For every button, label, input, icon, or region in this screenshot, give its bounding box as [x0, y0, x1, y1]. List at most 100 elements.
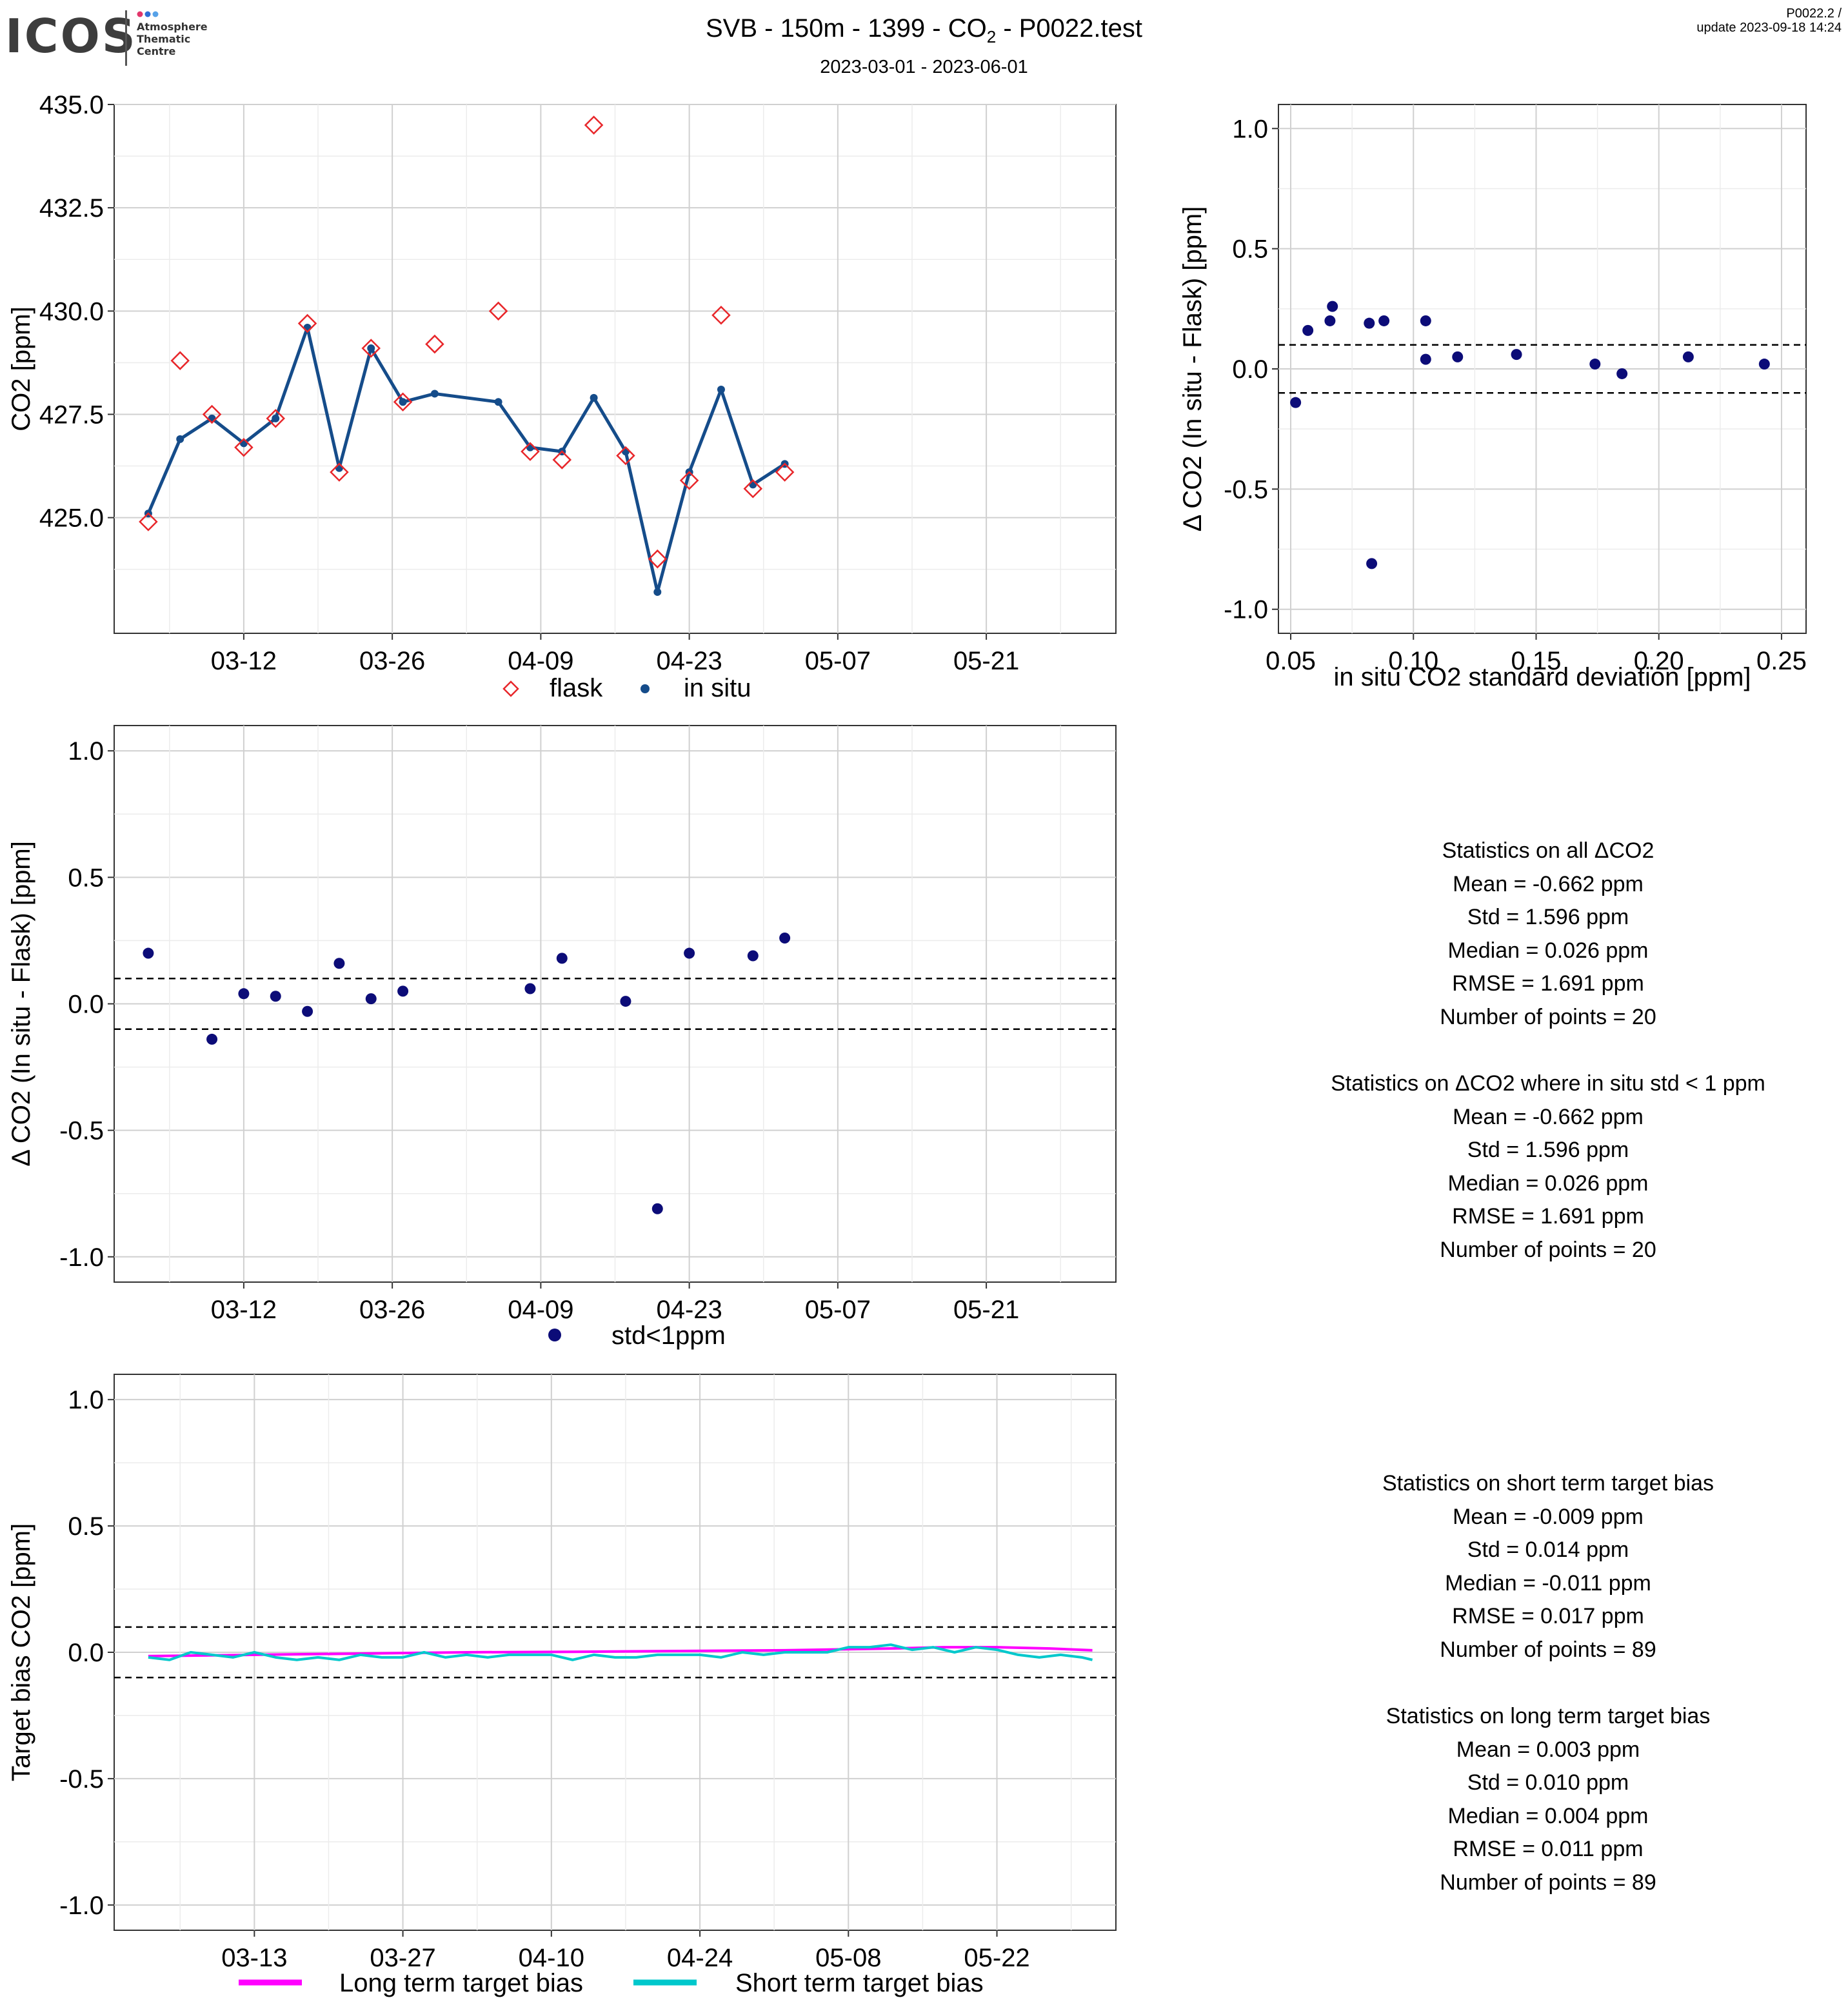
stats-title: Statistics on long term target bias — [1386, 1704, 1711, 1728]
delta-point — [651, 1203, 663, 1214]
logo-dot — [137, 11, 143, 17]
delta-point — [206, 1033, 218, 1045]
insitu-point — [621, 448, 630, 456]
x-tick-label: 0.05 — [1266, 647, 1316, 675]
stats-line: Mean = -0.662 ppm — [1453, 871, 1644, 896]
stats-line: Number of points = 89 — [1440, 1637, 1656, 1662]
x-tick-label: 05-21 — [953, 1296, 1019, 1324]
x-tick-label: 04-23 — [656, 647, 722, 675]
x-tick-label: 0.15 — [1511, 647, 1562, 675]
y-tick-label: -1.0 — [59, 1892, 104, 1920]
x-tick-label: 05-21 — [953, 647, 1019, 675]
stats-line: Std = 1.596 ppm — [1467, 905, 1629, 929]
insitu-point — [494, 398, 502, 406]
flask-marker — [552, 450, 572, 470]
delta-point — [1616, 368, 1628, 379]
insitu-point — [272, 414, 280, 422]
y-axis-label: Δ CO2 (In situ - Flask) [ppm] — [7, 841, 35, 1167]
flask-marker — [266, 409, 286, 428]
y-tick-label: 0.5 — [1232, 235, 1268, 264]
legend-short-term-label: Short term target bias — [735, 1969, 984, 1997]
delta-point — [1589, 359, 1601, 370]
date-range: 2023-03-01 - 2023-06-01 — [820, 57, 1028, 77]
flask-marker — [330, 462, 349, 482]
x-tick-label: 04-09 — [508, 647, 573, 675]
delta-point — [1324, 315, 1336, 326]
version-info: P0022.2 / update 2023-09-18 14:24 — [1696, 6, 1842, 35]
stats-line: Number of points = 89 — [1440, 1870, 1656, 1895]
stats-delta-all: Statistics on all ΔCO2 Mean = -0.662 ppm… — [1271, 835, 1825, 1034]
y-tick-label: -1.0 — [1224, 596, 1268, 624]
y-axis-label: Target bias CO2 [ppm] — [7, 1523, 35, 1781]
insitu-point — [399, 398, 407, 406]
logo-dot — [144, 11, 151, 17]
update-timestamp: update 2023-09-18 14:24 — [1696, 21, 1842, 35]
insitu-point — [526, 443, 534, 451]
short-term-bias-line — [148, 1643, 1093, 1661]
icos-logo-wordmark: ICOS — [5, 9, 137, 63]
delta-point — [1758, 359, 1770, 370]
version-label: P0022.2 / — [1786, 6, 1842, 21]
y-tick-label: 0.0 — [68, 991, 104, 1019]
x-tick-label: 05-08 — [815, 1944, 881, 1972]
x-tick-label: 04-24 — [667, 1944, 733, 1972]
delta-point — [1420, 353, 1431, 365]
page-title: SVB - 150m - 1399 - CO2 - P0022.test — [0, 14, 1848, 47]
x-tick-label: 04-10 — [519, 1944, 584, 1972]
stats-line: RMSE = 0.011 ppm — [1453, 1837, 1644, 1861]
delta-point — [143, 947, 154, 959]
legend-flask-label: flask — [550, 674, 603, 702]
delta-point — [1511, 349, 1522, 361]
delta-point — [1366, 558, 1378, 569]
flask-marker — [393, 392, 413, 412]
logo-subtitle-line: Thematic — [137, 33, 191, 45]
legend-insitu-marker — [641, 684, 650, 693]
insitu-point — [590, 393, 598, 402]
delta-point — [365, 993, 377, 1005]
delta-point — [1364, 317, 1375, 329]
delta-point — [238, 988, 250, 1000]
stats-long-term: Statistics on long term target bias Mean… — [1271, 1700, 1825, 1899]
y-tick-label: -0.5 — [1224, 475, 1268, 504]
y-tick-label: -0.5 — [59, 1117, 104, 1145]
flask-marker — [425, 334, 444, 354]
insitu-point — [717, 386, 725, 394]
flask-marker — [648, 549, 668, 569]
legend-insitu-label: in situ — [684, 674, 751, 702]
stats-line: Mean = -0.662 ppm — [1453, 1104, 1644, 1129]
title-suffix: - P0022.test — [996, 14, 1142, 43]
delta-point — [620, 996, 631, 1007]
insitu-point — [303, 323, 312, 331]
y-axis-label: Δ CO2 (In situ - Flask) [ppm] — [1178, 206, 1207, 532]
title-prefix: SVB - 150m - 1399 - CO — [706, 14, 987, 43]
logo-subtitle-line: Atmosphere — [137, 21, 208, 33]
flask-marker — [521, 442, 540, 461]
x-tick-label: 03-27 — [370, 1944, 435, 1972]
insitu-point — [367, 344, 375, 352]
y-tick-label: 0.5 — [68, 864, 104, 892]
y-tick-label: 1.0 — [68, 737, 104, 766]
delta-point — [397, 985, 409, 997]
delta-point — [684, 947, 695, 959]
delta-point — [747, 950, 759, 962]
y-tick-label: 1.0 — [1232, 115, 1268, 143]
x-tick-label: 03-12 — [211, 647, 277, 675]
stats-line: RMSE = 1.691 ppm — [1452, 1204, 1644, 1229]
x-tick-label: 04-23 — [656, 1296, 722, 1324]
y-tick-label: 0.0 — [1232, 355, 1268, 384]
logo-divider — [125, 10, 127, 66]
stats-title: Statistics on short term target bias — [1382, 1471, 1714, 1496]
x-tick-label: 05-07 — [805, 1296, 871, 1324]
y-tick-label: -0.5 — [59, 1765, 104, 1794]
y-tick-label: -1.0 — [59, 1243, 104, 1272]
x-tick-label: 0.25 — [1756, 647, 1807, 675]
y-tick-label: 435.0 — [39, 91, 104, 119]
insitu-point — [749, 480, 757, 489]
stats-line: RMSE = 0.017 ppm — [1452, 1604, 1644, 1628]
logo-dots-icon — [137, 11, 159, 17]
delta-point — [333, 958, 345, 969]
stats-title: Statistics on all ΔCO2 — [1442, 838, 1654, 863]
flask-marker — [743, 479, 763, 499]
delta-point — [1420, 315, 1431, 326]
x-tick-label: 05-07 — [805, 647, 871, 675]
